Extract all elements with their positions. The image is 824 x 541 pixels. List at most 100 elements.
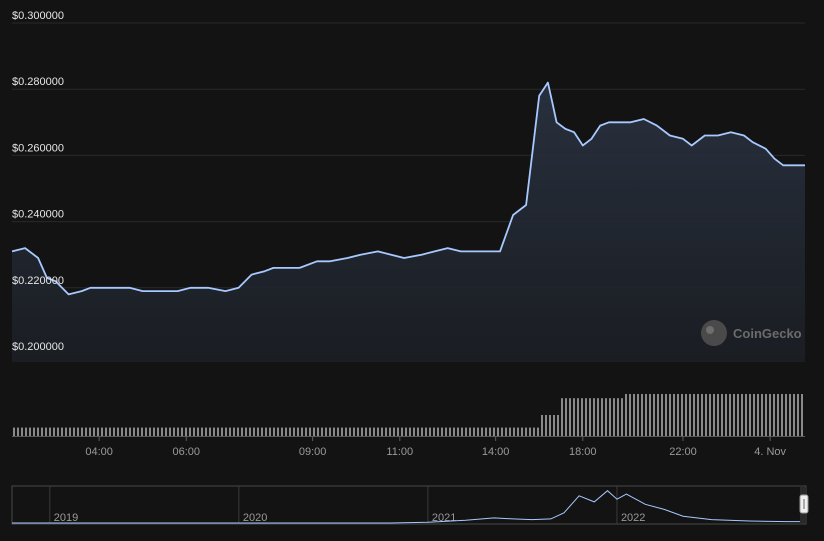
volume-bar	[585, 398, 587, 436]
volume-bar	[117, 427, 119, 436]
price-area	[12, 82, 805, 362]
volume-bar	[61, 427, 63, 436]
volume-bar	[433, 427, 435, 436]
volume-bar	[701, 394, 703, 436]
volume-bar	[529, 427, 531, 436]
volume-bar	[469, 427, 471, 436]
volume-bar	[789, 394, 791, 436]
volume-bar	[765, 394, 767, 436]
volume-bar	[417, 427, 419, 436]
volume-bar	[313, 427, 315, 436]
volume-bar	[377, 427, 379, 436]
volume-bar	[425, 427, 427, 436]
volume-bar	[261, 427, 263, 436]
x-tick-label: 11:00	[386, 446, 413, 458]
navigator-year-label: 2022	[621, 512, 645, 524]
volume-bar	[297, 427, 299, 436]
volume-bar	[145, 427, 147, 436]
volume-bar	[565, 398, 567, 436]
volume-bar	[337, 427, 339, 436]
volume-bar	[597, 398, 599, 436]
volume-bar	[45, 427, 47, 436]
volume-bar	[281, 427, 283, 436]
volume-bar	[277, 427, 279, 436]
volume-bar	[185, 427, 187, 436]
volume-bar	[525, 427, 527, 436]
volume-bar	[209, 427, 211, 436]
range-navigator[interactable]: 2019 2020 2021 2022	[11, 485, 809, 525]
volume-bar	[769, 394, 771, 436]
volume-bar	[465, 427, 467, 436]
navigator-line	[12, 490, 806, 524]
navigator-frame	[11, 485, 807, 525]
volume-bar	[673, 394, 675, 436]
volume-bar	[421, 427, 423, 436]
volume-bar	[113, 427, 115, 436]
volume-bar	[497, 427, 499, 436]
price-area-fill	[12, 82, 805, 362]
volume-bar	[129, 427, 131, 436]
volume-bar	[713, 394, 715, 436]
volume-bar	[153, 427, 155, 436]
volume-bar	[453, 427, 455, 436]
volume-bar	[725, 394, 727, 436]
volume-bar	[53, 427, 55, 436]
price-line	[11, 81, 805, 296]
volume-bar	[157, 427, 159, 436]
volume-bar	[645, 394, 647, 436]
volume-bar	[321, 427, 323, 436]
volume-bar	[473, 427, 475, 436]
volume-bar	[501, 427, 503, 436]
volume-bar	[57, 427, 59, 436]
volume-bar	[561, 398, 563, 436]
volume-bar	[177, 427, 179, 436]
volume-bar	[81, 427, 83, 436]
volume-bar	[517, 427, 519, 436]
volume-bar	[409, 427, 411, 436]
volume-bar	[685, 394, 687, 436]
volume-bar	[681, 394, 683, 436]
volume-bar	[189, 427, 191, 436]
volume-bar	[741, 394, 743, 436]
volume-bar	[289, 427, 291, 436]
y-tick-label: $0.200000	[12, 341, 64, 353]
volume-bar	[449, 427, 451, 436]
volume-bar	[721, 394, 723, 436]
x-tick-label: 14:00	[482, 446, 510, 458]
volume-bar	[285, 427, 287, 436]
volume-bar	[21, 427, 23, 436]
volume-bar	[13, 427, 15, 436]
volume-bar	[521, 427, 523, 436]
y-tick-label: $0.300000	[12, 10, 64, 22]
volume-bar	[641, 394, 643, 436]
volume-bar	[621, 398, 623, 436]
volume-bar	[245, 427, 247, 436]
volume-bar	[89, 427, 91, 436]
volume-bar	[93, 427, 95, 436]
volume-bar	[745, 394, 747, 436]
volume-bar	[133, 427, 135, 436]
volume-bar	[305, 427, 307, 436]
volume-bar	[73, 427, 75, 436]
volume-bar	[65, 427, 67, 436]
watermark-text: CoinGecko	[733, 326, 802, 341]
volume-bar	[237, 427, 239, 436]
volume-bar	[437, 427, 439, 436]
volume-bar	[69, 427, 71, 436]
volume-bar	[573, 398, 575, 436]
volume-bar	[537, 427, 539, 436]
x-tick-label: 04:00	[85, 446, 113, 458]
volume-bar	[553, 415, 555, 436]
volume-bar	[213, 427, 215, 436]
volume-bar	[373, 427, 375, 436]
volume-bar	[33, 427, 35, 436]
volume-bar	[485, 427, 487, 436]
volume-bar	[17, 427, 19, 436]
volume-bar	[749, 394, 751, 436]
volume-bar	[393, 427, 395, 436]
volume-bar	[589, 398, 591, 436]
volume-bar	[345, 427, 347, 436]
volume-bar	[273, 427, 275, 436]
volume-bar	[249, 427, 251, 436]
